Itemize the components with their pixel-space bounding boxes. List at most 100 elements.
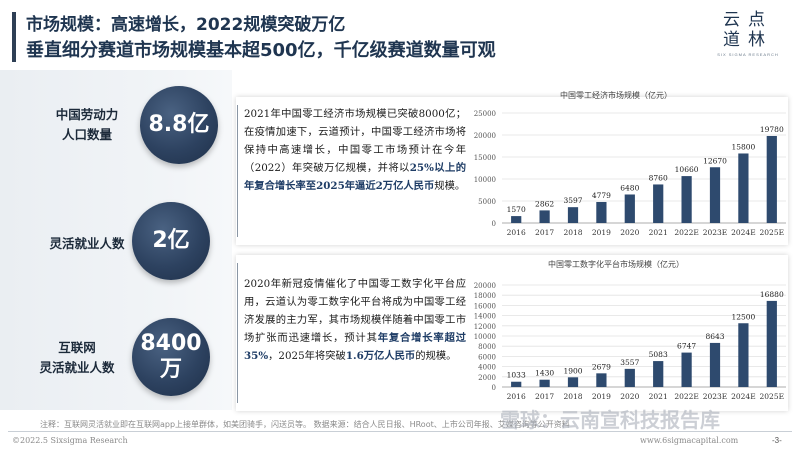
card-divider <box>237 263 238 403</box>
data-label: 8760 <box>649 173 668 182</box>
bar <box>709 342 721 387</box>
x-tick-label: 2021 <box>649 228 668 237</box>
y-tick-label: 12000 <box>474 323 496 331</box>
bar <box>681 352 692 387</box>
y-tick-label: 10000 <box>474 176 496 184</box>
digital-platform-card: 2020年新冠疫情催化了中国零工数字化平台应用，云道认为零工数字化平台将成为中国… <box>236 255 788 411</box>
x-tick-label: 2024E <box>731 392 756 401</box>
page-title: 市场规模：高速增长，2022规模突破万亿 <box>26 15 346 35</box>
x-tick-label: 2017 <box>535 392 554 401</box>
x-tick-label: 2022E <box>674 392 699 401</box>
data-label: 2679 <box>592 362 611 371</box>
y-tick-label: 5000 <box>478 198 496 206</box>
chart2-title: 中国零工数字化平台市场规模（亿元） <box>548 260 684 269</box>
stat-label-labor: 中国劳动力 人口数量 <box>55 107 119 142</box>
y-tick-label: 0 <box>492 220 496 228</box>
x-tick-label: 2019 <box>592 392 611 401</box>
bar <box>539 379 550 387</box>
data-label: 12500 <box>731 312 755 321</box>
bar <box>539 210 550 223</box>
data-label: 1430 <box>535 369 554 378</box>
x-tick-label: 2020 <box>620 392 639 401</box>
x-tick-label: 2016 <box>507 228 526 237</box>
bar <box>766 135 777 223</box>
page-subtitle: 垂直细分赛道市场规模基本超500亿，千亿级赛道数量可观 <box>26 40 496 61</box>
card-divider <box>237 105 238 237</box>
data-label: 5083 <box>649 350 668 359</box>
y-tick-label: 15000 <box>474 154 496 162</box>
x-tick-label: 2017 <box>535 228 554 237</box>
company-logo: 云点 道林 SIX SIGMA RESEARCH <box>717 10 779 57</box>
bar <box>766 300 777 387</box>
footer-divider <box>8 431 792 432</box>
digital-platform-chart: 0 2000 4000 6000 8000 10000 12000 14000 16000 180… <box>474 282 786 401</box>
y-tick-label: 0 <box>492 384 496 392</box>
y-tick-label: 6000 <box>478 353 496 361</box>
bar <box>567 207 579 223</box>
bar <box>511 381 522 387</box>
watermark: 雪球：云南宣科技报告库 <box>500 408 720 432</box>
x-tick-label: 2021 <box>649 392 668 401</box>
page-number: -3- <box>772 436 782 445</box>
bar <box>624 368 635 387</box>
data-label: 4779 <box>592 191 611 200</box>
x-tick-label: 2020 <box>620 228 639 237</box>
footer-copyright: ©2022.5 Sixsigma Research <box>12 436 128 445</box>
bar <box>681 176 692 223</box>
x-tick-label: 2018 <box>563 392 582 401</box>
data-label: 1033 <box>507 371 526 380</box>
x-tick-label: 2023E <box>703 228 728 237</box>
gig-economy-chart: 0 5000 10000 15000 20000 25000 1570 2016 2862 201… <box>474 110 786 237</box>
y-tick-label: 18000 <box>474 292 496 300</box>
bar <box>596 373 607 387</box>
x-tick-label: 2018 <box>563 228 582 237</box>
data-label: 16880 <box>760 290 784 299</box>
footnote: 注释：互联网灵活就业即在互联网app上接单群体，如美团骑手，闪送员等。 数据来源… <box>40 420 570 429</box>
bar <box>567 377 579 387</box>
bar <box>709 167 721 223</box>
y-tick-label: 8000 <box>478 343 496 351</box>
bar <box>624 194 635 223</box>
y-tick-label: 25000 <box>474 110 496 118</box>
data-label: 6747 <box>677 342 696 351</box>
x-tick-label: 2019 <box>592 228 611 237</box>
gig-economy-description: 2021年中国零工经济市场规模已突破8000亿；在疫情加速下，云道预计，中国零工… <box>244 108 466 192</box>
stat-circle-internet-flexible: 8400 万 <box>132 318 210 396</box>
stat-circle-flexible: 2亿 <box>132 202 210 280</box>
data-label: 12670 <box>703 156 727 165</box>
x-tick-label: 2024E <box>731 228 756 237</box>
bar <box>653 361 664 387</box>
x-tick-label: 2016 <box>507 392 526 401</box>
chart1-title: 中国零工经济市场规模（亿元） <box>560 91 672 100</box>
data-label: 19780 <box>760 125 784 134</box>
y-tick-label: 20000 <box>474 282 496 290</box>
digital-platform-description: 2020年新冠疫情催化了中国零工数字化平台应用，云道认为零工数字化平台将成为中国… <box>244 278 467 362</box>
x-tick-label: 2025E <box>760 392 785 401</box>
title-accent-bar <box>12 12 16 62</box>
y-tick-label: 20000 <box>474 132 496 140</box>
data-label: 10660 <box>675 165 699 174</box>
y-tick-label: 14000 <box>474 313 496 321</box>
gig-economy-card: 2021年中国零工经济市场规模已突破8000亿；在疫情加速下，云道预计，中国零工… <box>236 91 788 245</box>
bar <box>653 184 664 223</box>
data-label: 1900 <box>563 366 582 375</box>
stat-label-flexible: 灵活就业人数 <box>49 236 125 251</box>
x-tick-label: 2022E <box>674 228 699 237</box>
data-label: 3557 <box>620 358 639 367</box>
bar <box>738 323 749 387</box>
y-tick-label: 4000 <box>478 364 496 372</box>
data-label: 1570 <box>507 205 526 214</box>
x-tick-label: 2025E <box>760 228 785 237</box>
x-tick-label: 2023E <box>703 392 728 401</box>
bar <box>596 201 607 223</box>
data-label: 2862 <box>535 199 554 208</box>
footer-website: www.6sigmacapital.com <box>640 436 739 445</box>
data-label: 8643 <box>705 332 724 341</box>
stat-circle-labor: 8.8亿 <box>140 86 218 164</box>
bar <box>511 216 522 223</box>
y-tick-label: 16000 <box>474 302 496 310</box>
bar <box>738 153 749 223</box>
y-tick-label: 10000 <box>474 333 496 341</box>
y-tick-label: 2000 <box>478 374 496 382</box>
data-label: 15800 <box>731 142 755 151</box>
